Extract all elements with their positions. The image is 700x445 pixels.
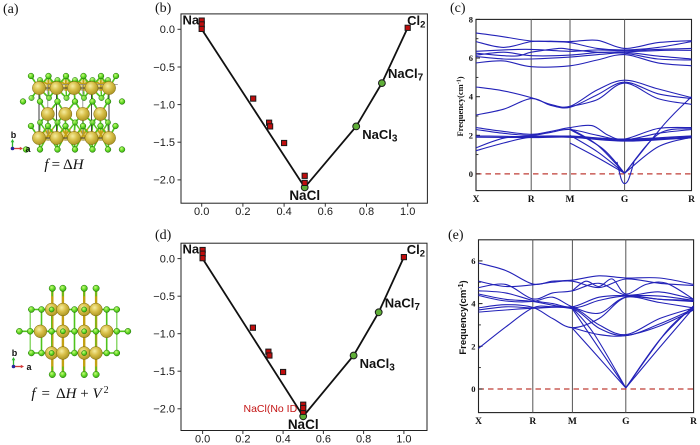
svg-text:NaCl3: NaCl3 (360, 356, 396, 374)
svg-text:−1.0: −1.0 (153, 99, 175, 111)
svg-text:0.8: 0.8 (359, 206, 374, 218)
svg-text:8: 8 (469, 14, 473, 24)
svg-text:a: a (26, 144, 32, 154)
svg-text:b: b (12, 348, 18, 358)
svg-text:4: 4 (469, 92, 474, 102)
svg-text:NaCl: NaCl (288, 417, 319, 432)
svg-text:G: G (621, 195, 629, 205)
svg-text:M: M (568, 417, 577, 427)
svg-text:(b): (b) (155, 1, 172, 16)
svg-text:NaCl: NaCl (289, 188, 320, 203)
svg-text:2: 2 (469, 130, 473, 140)
svg-text:b: b (11, 130, 17, 140)
svg-text:1.0: 1.0 (396, 434, 411, 445)
svg-text:R: R (688, 195, 695, 205)
svg-text:R: R (529, 417, 536, 427)
svg-text:(d): (d) (155, 228, 172, 243)
svg-text:NaCl3: NaCl3 (362, 127, 398, 145)
svg-text:0.4: 0.4 (276, 206, 291, 218)
svg-text:M: M (566, 195, 575, 205)
svg-text:0.4: 0.4 (275, 434, 290, 445)
svg-text:−1.0: −1.0 (153, 329, 175, 341)
svg-text:2: 2 (471, 341, 475, 351)
svg-text:a: a (27, 362, 33, 372)
svg-text:−2.0: −2.0 (153, 404, 175, 416)
svg-text:Na: Na (183, 242, 200, 257)
svg-text:(a): (a) (3, 2, 19, 17)
svg-text:f = ΔH + V 2: f = ΔH + V 2 (31, 385, 108, 402)
svg-text:Frequency(cm-1): Frequency(cm-1) (455, 76, 465, 136)
svg-text:NaCl(No ID: NaCl(No ID (244, 403, 298, 415)
svg-text:0.0: 0.0 (195, 434, 210, 445)
svg-text:0.0: 0.0 (194, 206, 209, 218)
svg-text:0.8: 0.8 (356, 434, 371, 445)
svg-text:4: 4 (471, 299, 476, 309)
svg-text:0.2: 0.2 (235, 206, 250, 218)
svg-text:f = ΔH: f = ΔH (44, 157, 84, 173)
svg-text:0.0: 0.0 (160, 24, 175, 36)
svg-text:−1.5: −1.5 (153, 366, 175, 378)
svg-text:6: 6 (471, 256, 475, 266)
svg-text:−2.0: −2.0 (153, 175, 175, 187)
svg-text:NaCl7: NaCl7 (385, 295, 421, 313)
svg-text:G: G (622, 417, 630, 427)
svg-text:Frequency(cm-1): Frequency(cm-1) (458, 280, 469, 354)
svg-text:0.6: 0.6 (318, 206, 333, 218)
svg-text:Na: Na (183, 12, 200, 27)
svg-text:X: X (475, 417, 482, 427)
svg-text:−0.5: −0.5 (153, 291, 175, 303)
svg-text:R: R (690, 417, 697, 427)
svg-text:X: X (473, 195, 480, 205)
svg-text:0.6: 0.6 (316, 434, 331, 445)
svg-text:0: 0 (471, 384, 475, 394)
svg-text:(c): (c) (450, 1, 466, 16)
svg-text:6: 6 (469, 53, 473, 63)
svg-text:−1.5: −1.5 (153, 137, 175, 149)
svg-text:0: 0 (469, 169, 473, 179)
svg-text:(e): (e) (448, 228, 464, 243)
svg-text:NaCl7: NaCl7 (388, 66, 424, 84)
svg-text:−0.5: −0.5 (153, 62, 175, 74)
svg-text:0.2: 0.2 (235, 434, 250, 445)
svg-text:R: R (528, 195, 535, 205)
svg-text:1.0: 1.0 (400, 206, 415, 218)
svg-text:0.0: 0.0 (160, 253, 175, 265)
